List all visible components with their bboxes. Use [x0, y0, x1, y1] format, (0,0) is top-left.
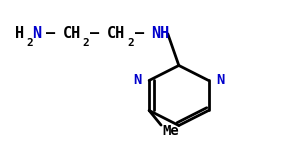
Text: —: —: [135, 25, 144, 40]
Text: —: —: [90, 25, 99, 40]
Text: H: H: [15, 26, 24, 41]
Text: Me: Me: [163, 124, 179, 138]
Text: 2: 2: [83, 38, 90, 48]
Text: N: N: [133, 73, 141, 87]
Text: N: N: [216, 73, 225, 87]
Text: N: N: [32, 26, 41, 41]
Text: 2: 2: [26, 38, 33, 48]
Text: CH: CH: [107, 26, 126, 41]
Text: 2: 2: [128, 38, 134, 48]
Text: CH: CH: [63, 26, 81, 41]
Text: NH: NH: [151, 26, 170, 41]
Text: —: —: [45, 25, 55, 40]
